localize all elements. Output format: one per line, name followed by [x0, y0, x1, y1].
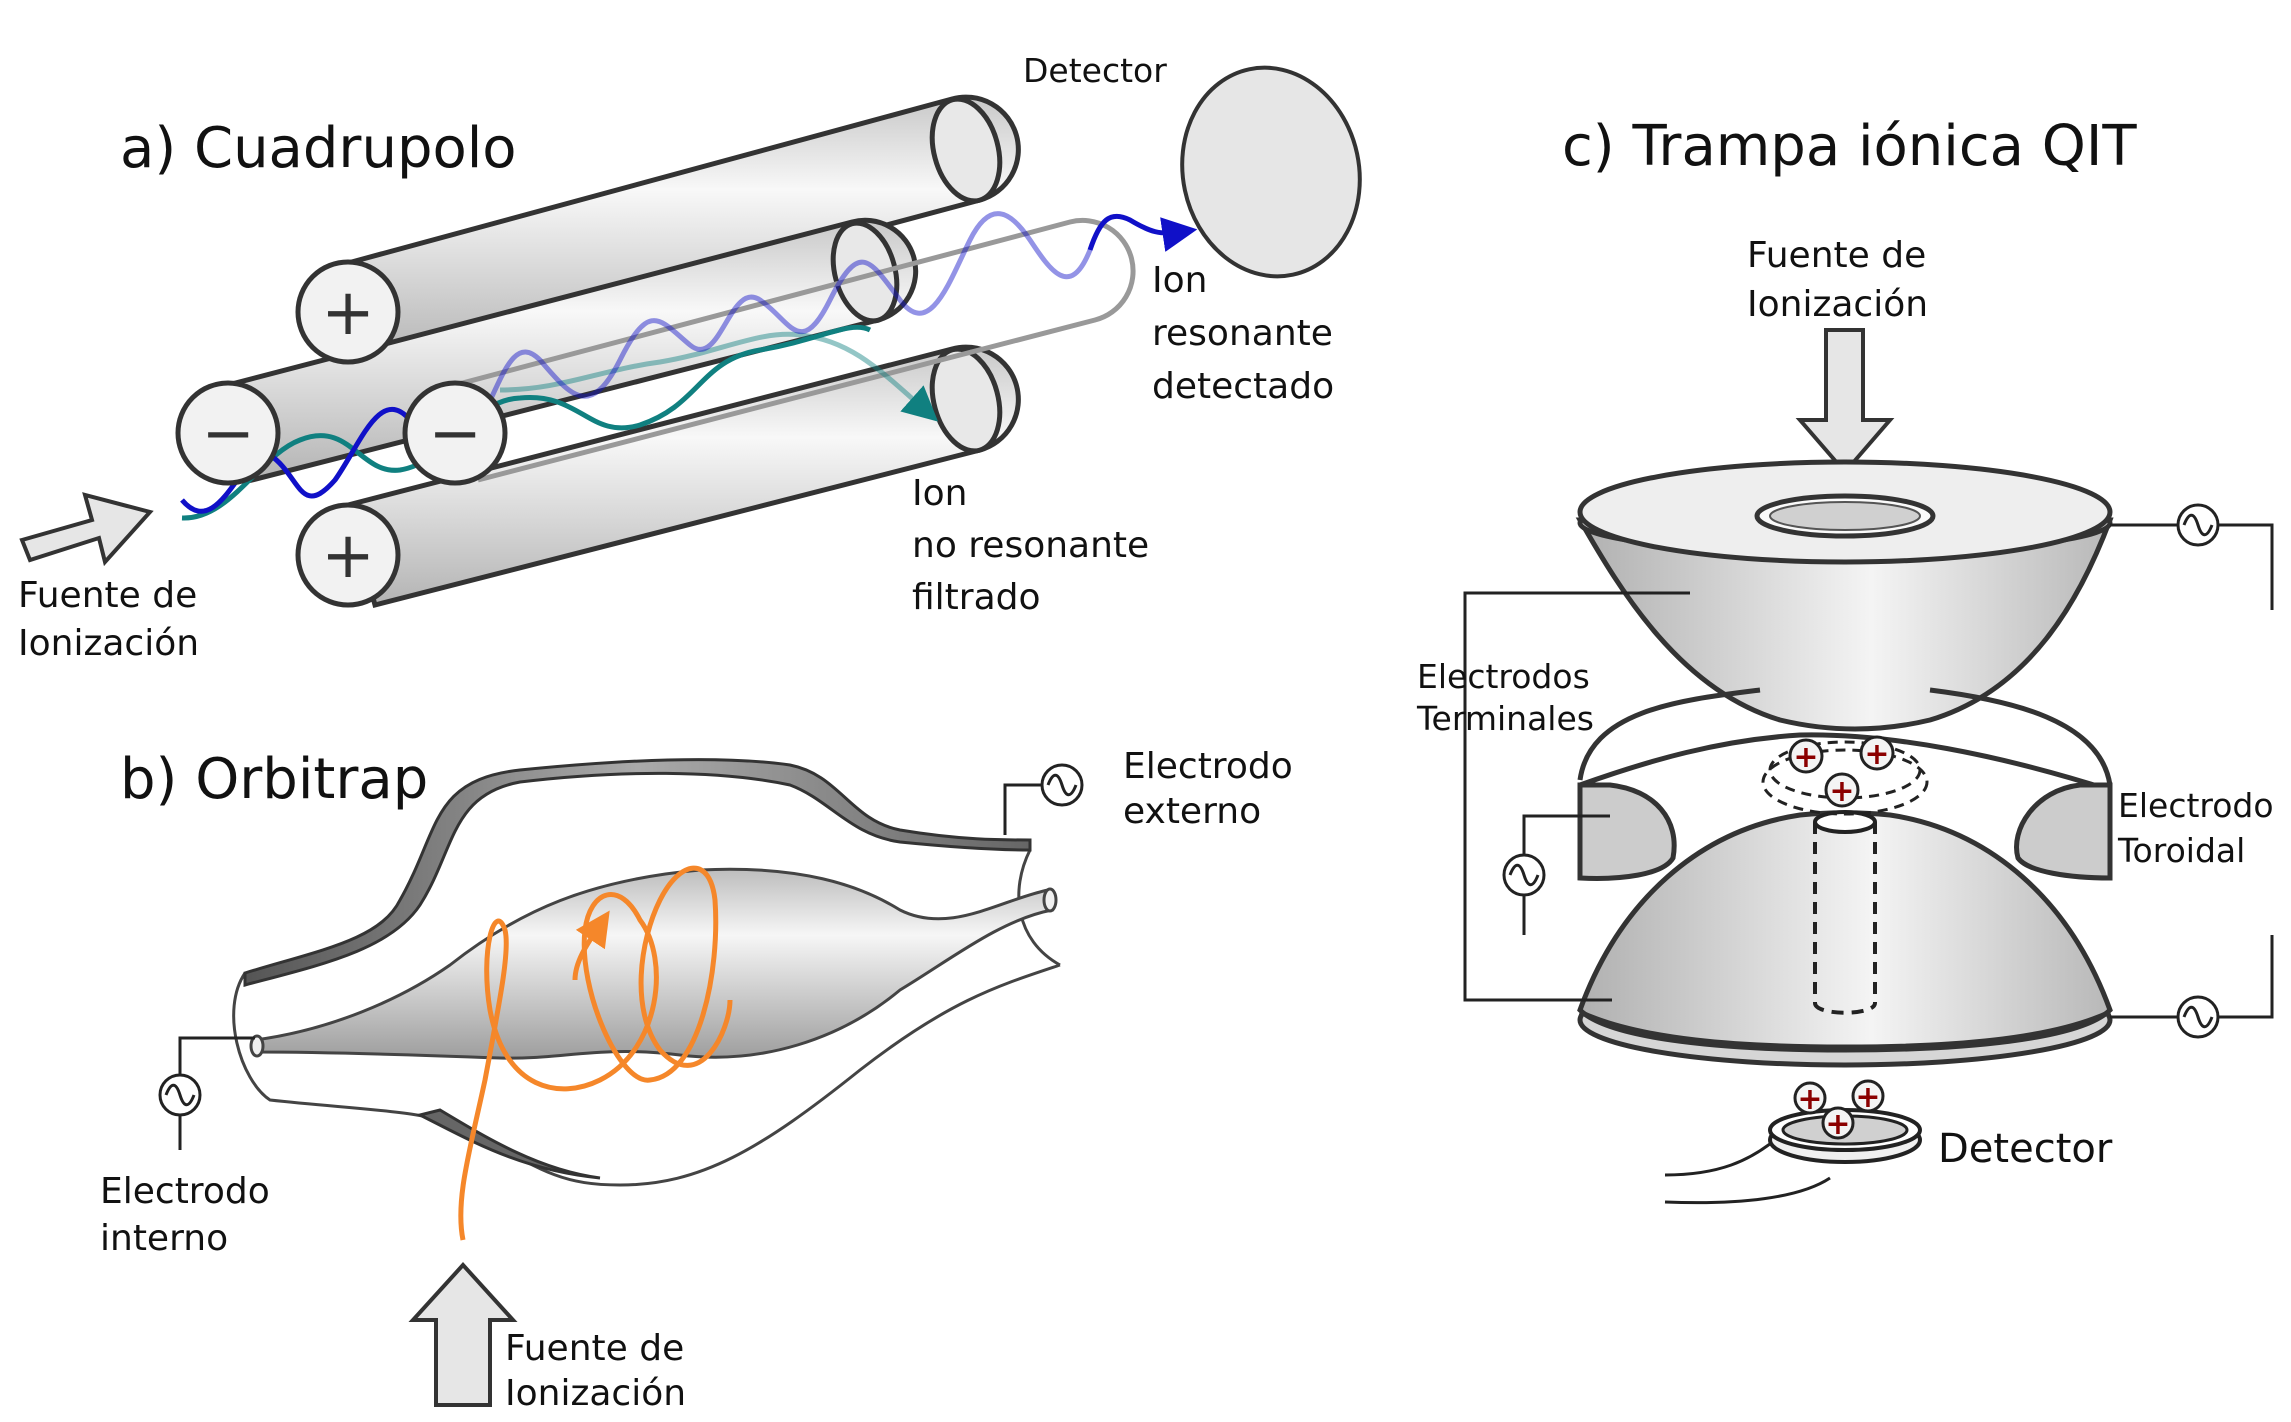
orbitrap-title: b) Orbitrap: [120, 747, 428, 812]
orbitrap-ion-orbit: [458, 865, 733, 1241]
rod-cap-top-plus: +: [295, 259, 401, 365]
qit-trapped-ions: + + +: [1761, 735, 1929, 816]
ion-symbol: +: [1793, 1081, 1827, 1117]
orbitrap-outer-electrode: [232, 963, 1061, 1187]
quadrupole-source-label: Fuente de Ionización: [18, 575, 209, 664]
orbitrap-source-arrow-icon: [408, 1262, 518, 1407]
qit-end-cap-wiring: [1463, 503, 2274, 1039]
qit-detector: + + +: [1664, 1079, 1922, 1205]
orbitrap-source-label: Fuente de Ionización: [505, 1328, 696, 1414]
panel-orbitrap: b) Orbitrap Electrodo externo: [100, 746, 1304, 1414]
rod-cap-left-minus: −: [175, 380, 281, 486]
svg-text:+: +: [321, 276, 375, 350]
qit-ring-electrode: [1577, 687, 2113, 881]
qit-exit-channel: [1813, 810, 1877, 1015]
outer-electrode-label: Electrodo externo: [1123, 746, 1304, 832]
orbitrap-outer-wiring: [1003, 763, 1084, 835]
quadrupole-title: a) Cuadrupolo: [120, 116, 517, 181]
orbitrap-outer-shell-bottom: [415, 1108, 601, 1180]
qit-detector-label: Detector: [1938, 1126, 2113, 1172]
panel-qit: c) Trampa iónica QIT Fuente de Ionizació…: [1416, 114, 2284, 1205]
qit-top-end-cap: [1575, 459, 2114, 732]
inner-electrode-label: Electrodo interno: [100, 1171, 281, 1259]
svg-text:+: +: [1864, 737, 1889, 772]
nonresonant-ion-path: [181, 324, 872, 521]
quadrupole-detector-label: Detector: [1023, 51, 1167, 90]
orbitrap-outer-shell-top: [243, 758, 1032, 987]
ac-source-icon: [1040, 763, 1084, 807]
rod-front-minus-transparent: [454, 217, 1136, 483]
ac-source-icon: [2176, 995, 2220, 1039]
svg-text:+: +: [1829, 774, 1854, 809]
svg-text:−: −: [428, 397, 482, 471]
svg-text:+: +: [321, 519, 375, 593]
nonresonant-ion-path-end: [499, 331, 939, 422]
panel-quadrupole: a) Cuadrupolo +: [18, 51, 1362, 664]
ac-source-icon: [2176, 503, 2220, 547]
ion-symbol: +: [1788, 738, 1824, 775]
orbitrap-inner-wiring: [158, 1036, 255, 1150]
resonant-ion-label: Ion resonante detectado: [1152, 260, 1344, 407]
orbitrap-orbit-arrow: [572, 910, 610, 981]
rod-cap-bottom-plus: +: [295, 502, 401, 608]
qit-title: c) Trampa iónica QIT: [1562, 114, 2137, 179]
end-cap-electrodes-label: Electrodos Terminales: [1416, 657, 1600, 738]
svg-text:+: +: [1793, 740, 1818, 775]
ion-symbol: +: [1821, 1106, 1855, 1142]
qit-source-label: Fuente de Ionización: [1747, 235, 1938, 325]
svg-text:−: −: [201, 397, 255, 471]
quadrupole-detector: [1180, 65, 1362, 279]
ring-electrode-label: Electrodo Toroidal: [2117, 786, 2284, 870]
quadrupole-source-arrow-icon: [19, 492, 154, 567]
ac-source-icon: [158, 1073, 202, 1117]
nonresonant-ion-label: Ion no resonante filtrado: [912, 473, 1161, 618]
svg-text:+: +: [1825, 1107, 1850, 1142]
ion-symbol: +: [1859, 735, 1895, 772]
qit-source-arrow-icon: [1795, 328, 1895, 476]
ion-symbol: +: [1851, 1079, 1885, 1115]
rod-cap-front-minus: −: [402, 380, 508, 486]
ac-source-icon: [1502, 853, 1546, 897]
rod-top-plus: [344, 94, 1021, 366]
qit-ring-wiring: [1502, 814, 1610, 935]
qit-bottom-end-cap: [1577, 810, 2113, 1068]
svg-text:+: +: [1855, 1080, 1880, 1115]
resonant-ion-path-faint: [467, 211, 1093, 442]
resonant-ion-path-exit: [1087, 213, 1198, 252]
svg-text:+: +: [1797, 1082, 1822, 1117]
ion-symbol: +: [1824, 772, 1860, 809]
